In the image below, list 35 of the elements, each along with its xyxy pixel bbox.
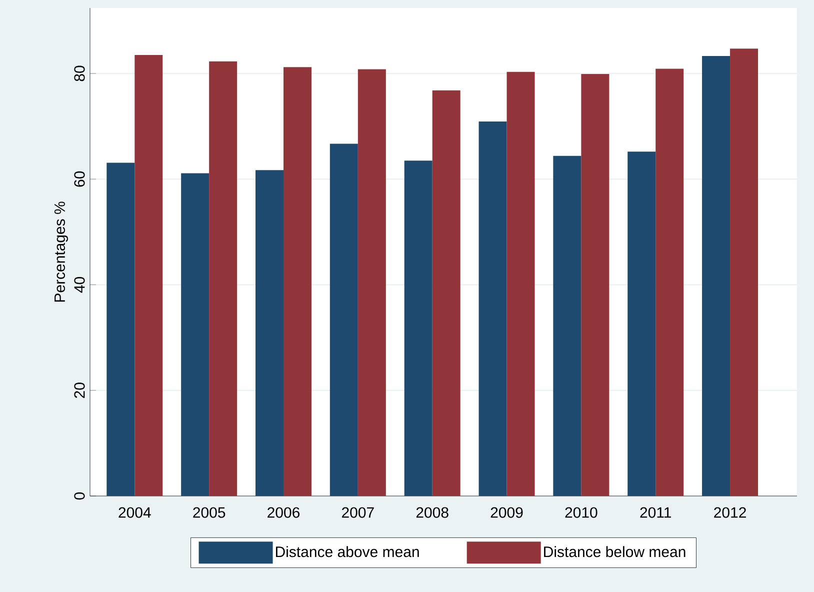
x-tick-label: 2009: [490, 507, 523, 518]
bar: [283, 67, 312, 496]
x-tick-label: 2005: [193, 507, 226, 518]
bar: [134, 54, 163, 496]
bar: [209, 61, 238, 496]
x-tick-label: 2006: [268, 507, 300, 518]
y-axis-title: Percentages %: [54, 202, 68, 302]
y-tick-label: 80: [74, 66, 85, 82]
x-tick-label: 2004: [118, 507, 151, 518]
bar: [106, 162, 135, 496]
bar: [358, 69, 386, 496]
bar: [432, 90, 460, 496]
x-tick-label: 2007: [342, 507, 374, 518]
bar: [255, 170, 284, 496]
y-tick-label: 40: [74, 276, 85, 293]
bar: [181, 173, 210, 496]
bar: [656, 68, 684, 496]
y-tick-label: 60: [74, 171, 85, 187]
bar: [702, 56, 730, 496]
x-tick-label: 2008: [416, 507, 448, 518]
bar: [581, 74, 610, 496]
bar: [730, 48, 758, 496]
y-tick-label: 20: [74, 382, 85, 398]
bar: [330, 144, 358, 496]
legend-label: Distance above mean: [276, 546, 419, 558]
x-tick-label: 2011: [640, 507, 671, 518]
bar: [506, 72, 535, 496]
y-tick-label: 0: [74, 492, 85, 500]
x-tick-label: 2010: [565, 507, 598, 518]
bar: [404, 160, 432, 496]
legend-label: Distance below mean: [544, 546, 686, 558]
x-tick-label: 2012: [714, 507, 746, 518]
bar: [553, 156, 582, 496]
bar: [478, 122, 507, 496]
bar: [628, 152, 656, 496]
